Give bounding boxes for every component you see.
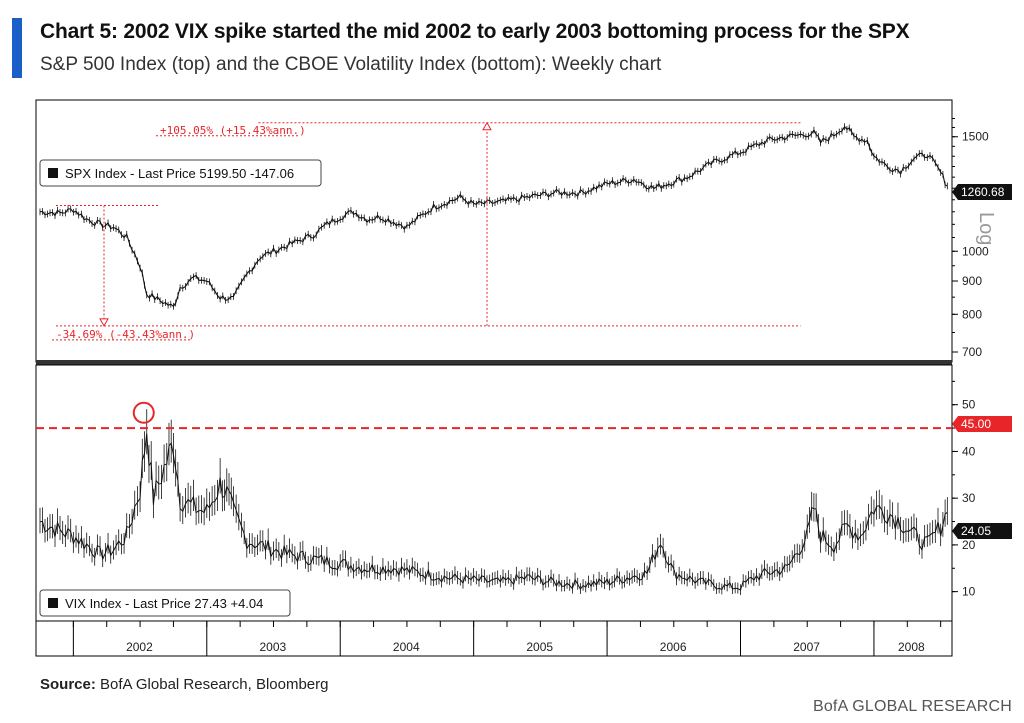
x-year-label: 2007 (793, 640, 820, 654)
spx-panel (35, 99, 953, 363)
vix-last-value-label: 24.05 (952, 523, 1012, 539)
vix-panel (35, 364, 953, 622)
vix-reference-label: 45.00 (952, 416, 1012, 432)
source-label: Source: (40, 676, 96, 693)
source-line: Source: BofA Global Research, Bloomberg (40, 676, 329, 693)
spx-y-tick-label: 1000 (962, 244, 989, 258)
spx-y-tick-label: 1500 (962, 130, 989, 144)
x-year-label: 2003 (260, 640, 287, 654)
x-year-label: 2008 (898, 640, 925, 654)
vix-layer (36, 401, 952, 595)
spx-y-tick-label: 900 (962, 274, 982, 288)
spx-series-line (39, 125, 948, 308)
vix-peak-marker (132, 401, 155, 424)
annotation-down-arrowhead (99, 318, 109, 327)
vix-series-line (39, 433, 948, 591)
x-year-label: 2002 (126, 640, 153, 654)
annotation-gain-text: +105.05% (+15.43%ann.) (160, 124, 306, 137)
spx-last-value: 1260.68 (961, 185, 1005, 199)
panel-divider (36, 360, 952, 365)
vix-legend-text: VIX Index - Last Price 27.43 +4.04 (65, 596, 263, 611)
brand-footer: BofA GLOBAL RESEARCH (812, 698, 1012, 715)
vix-y-tick-label: 50 (962, 398, 976, 412)
spx-legend: SPX Index - Last Price 5199.50 -147.06 (39, 159, 322, 187)
spx-last-value-label: 1260.68 (952, 184, 1012, 200)
vix-y-tick-label: 30 (962, 491, 976, 505)
vix-reference-value: 45.00 (961, 417, 991, 431)
log-scale-label: Log (975, 212, 997, 245)
source-text: BofA Global Research, Bloomberg (100, 676, 329, 693)
chart-title: Chart 5: 2002 VIX spike started the mid … (40, 20, 910, 43)
x-year-label: 2005 (526, 640, 553, 654)
accent-bar (12, 18, 22, 78)
x-axis-band (35, 620, 953, 657)
axis-layer: 700 800 900 1000 1500 10 20 30 40 50 2002 2003 2004 2… (72, 118, 989, 656)
vix-y-tick-label: 10 (962, 585, 976, 599)
vix-legend: VIX Index - Last Price 27.43 +4.04 (39, 589, 291, 617)
x-year-label: 2006 (660, 640, 687, 654)
annotation-loss-text: -34.69% (-43.43%ann.) (56, 328, 195, 341)
spx-y-tick-label: 700 (962, 345, 982, 359)
annotation-up-arrowhead (482, 121, 492, 131)
spx-layer: +105.05% (+15.43%ann.) -34.69% (-43.43%an… (39, 121, 948, 341)
spx-legend-text: SPX Index - Last Price 5199.50 -147.06 (65, 166, 294, 181)
chart-subtitle: S&P 500 Index (top) and the CBOE Volatil… (40, 54, 662, 75)
vix-y-tick-label: 20 (962, 538, 976, 552)
x-year-label: 2004 (393, 640, 420, 654)
vix-y-tick-label: 40 (962, 444, 976, 458)
spx-y-tick-label: 800 (962, 307, 982, 321)
vix-last-value: 24.05 (961, 524, 991, 538)
